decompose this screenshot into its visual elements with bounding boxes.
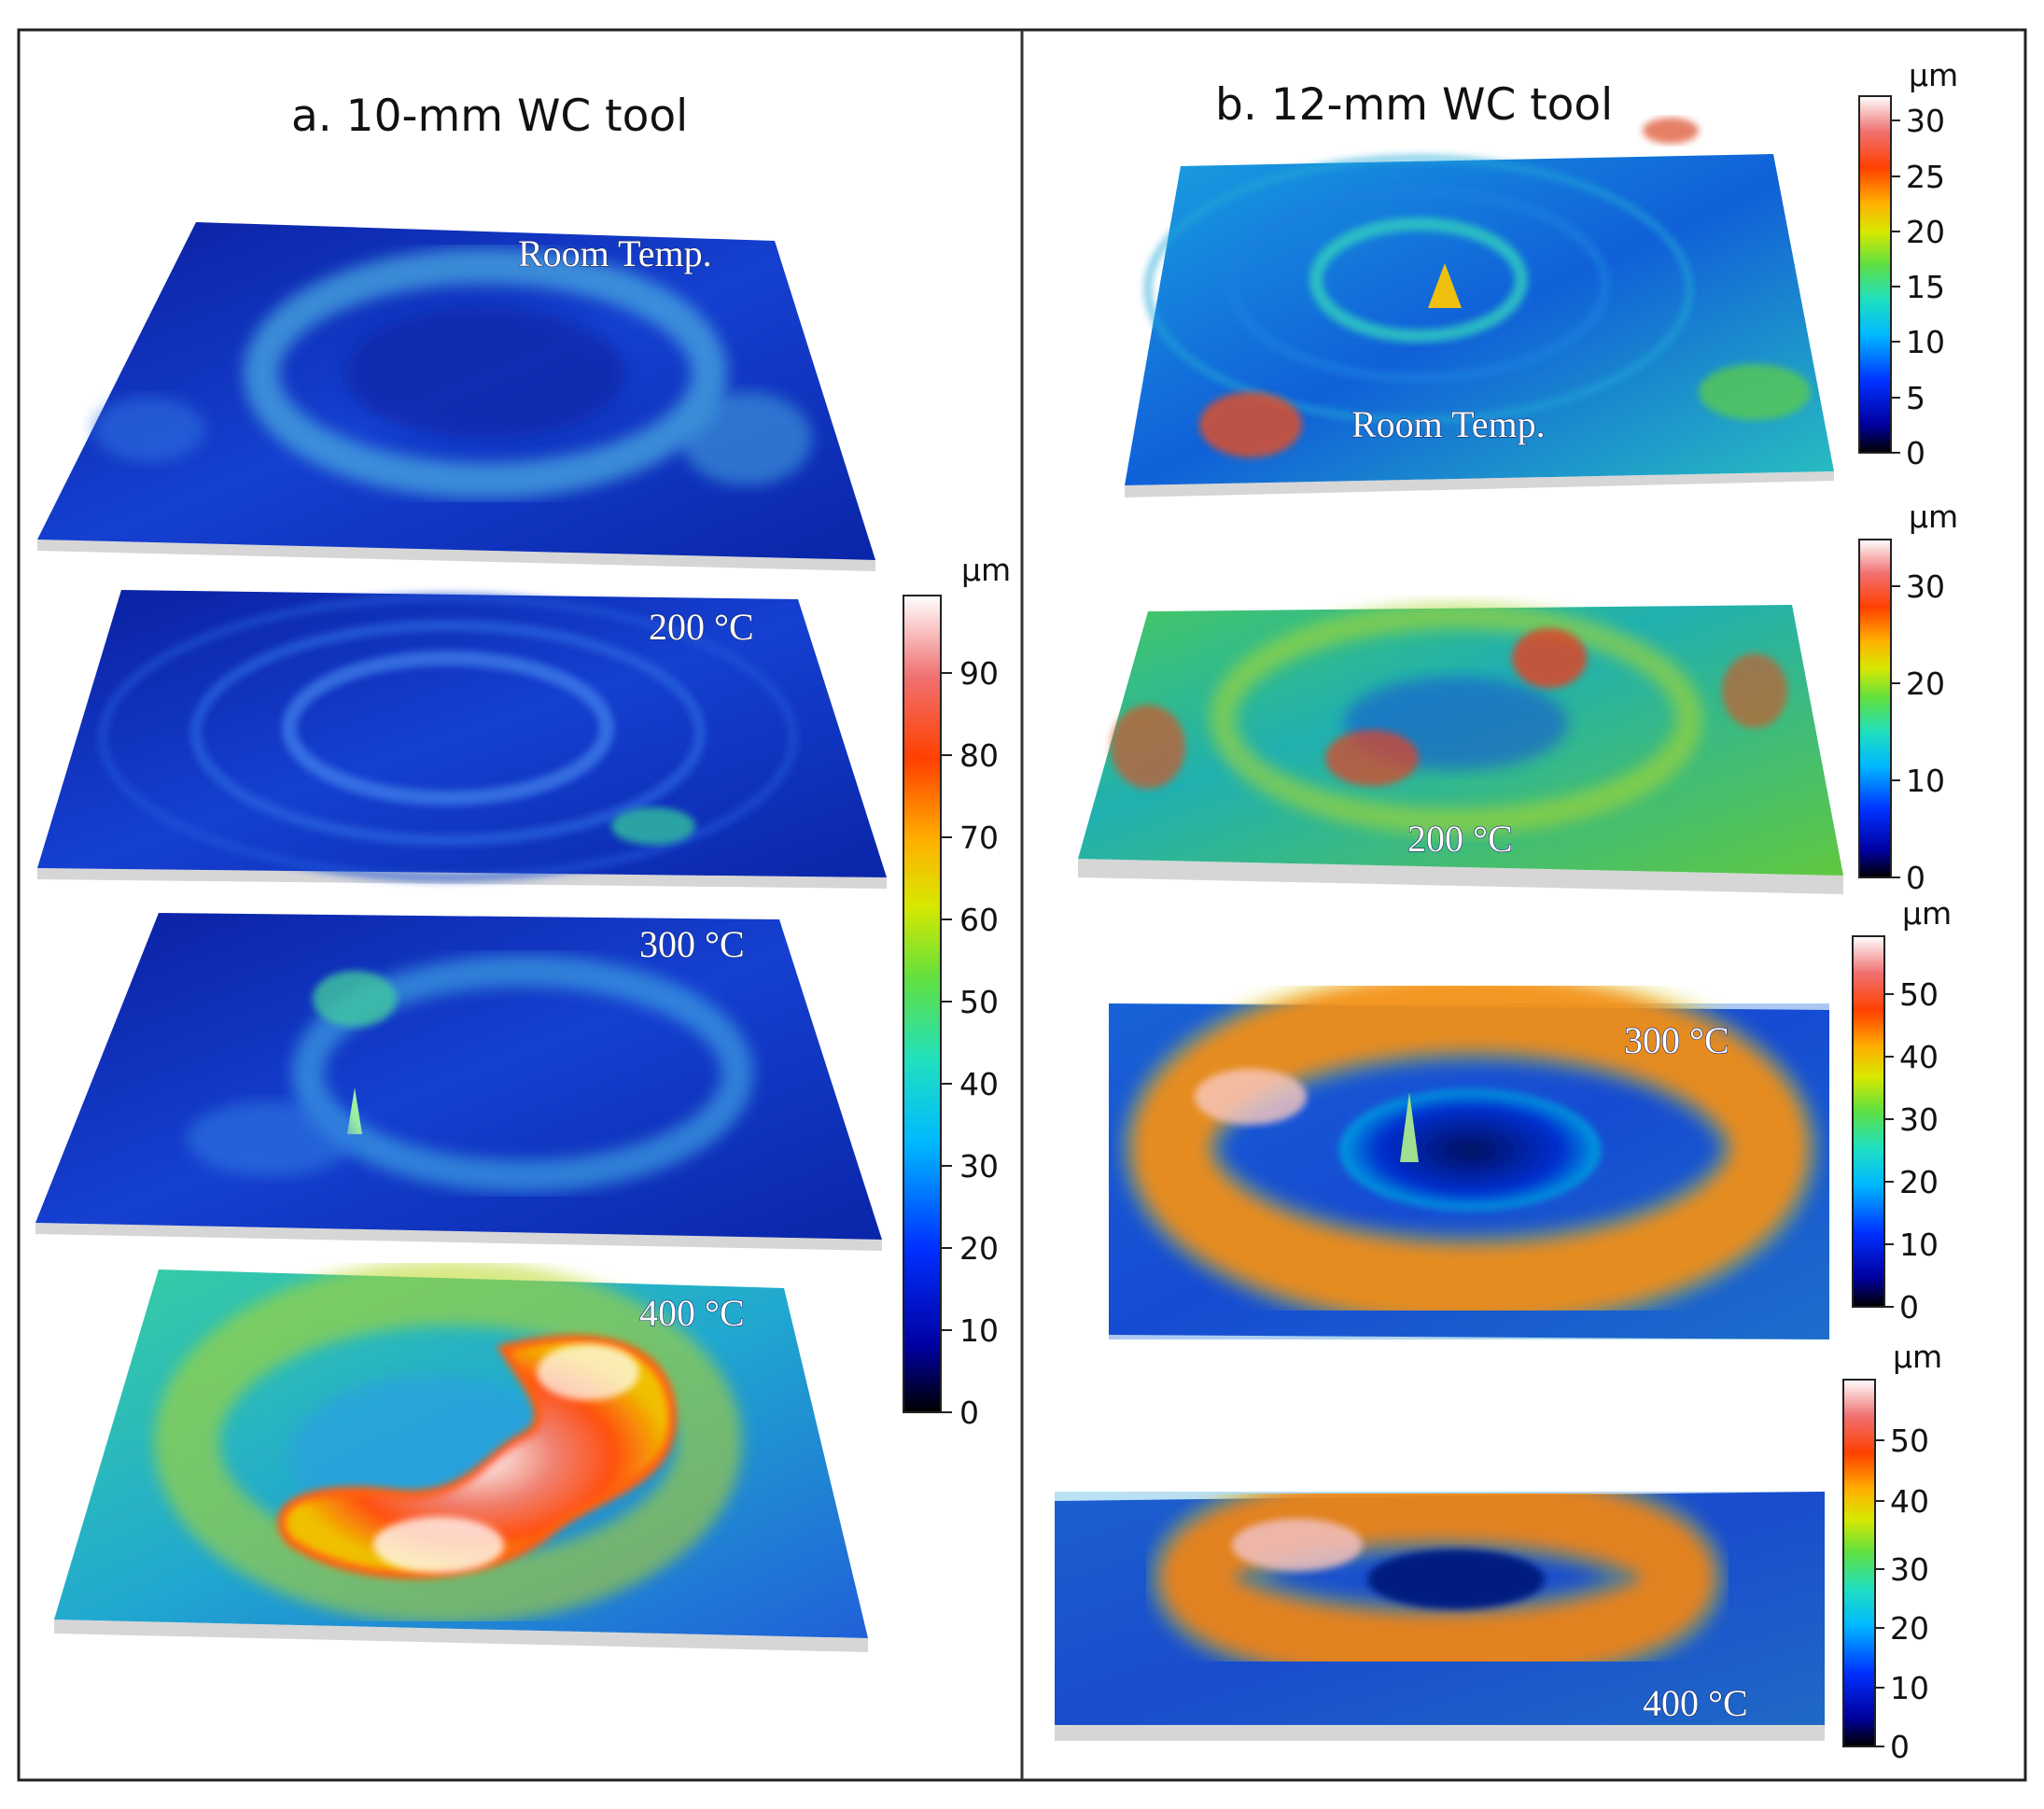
colorbar-b4-unit: µm [1893, 1339, 1942, 1375]
surface-b-300c: 300 °C [1109, 961, 1829, 1339]
surface-a-400c: 400 °C [54, 1260, 868, 1652]
colorbar-b3-tick: 30 [1899, 1101, 1939, 1138]
colorbar-b4-tick: 20 [1890, 1610, 1929, 1647]
colorbar-b2: µm 0 10 20 30 [1858, 498, 1958, 896]
colorbar-b1-tick: 15 [1906, 269, 1945, 305]
surface-b-room-temp: Room Temp. [1125, 118, 1834, 498]
colorbar-b1-tick: 0 [1906, 435, 1925, 471]
colorbar-b3-tick: 0 [1899, 1289, 1919, 1325]
colorbar-b2-unit: µm [1909, 498, 1958, 535]
colorbar-b1-unit: µm [1909, 57, 1958, 93]
colorbar-a-tick: 70 [959, 820, 999, 856]
colorbar-b3-tick: 50 [1899, 976, 1939, 1013]
colorbar-b3-tick: 10 [1899, 1227, 1939, 1263]
label-b-300c: 300 °C [1624, 1019, 1729, 1061]
colorbar-a-tick: 90 [959, 655, 999, 692]
surface-b-200c: 200 °C [1078, 603, 1843, 894]
colorbar-a-ticks [941, 672, 952, 1413]
colorbar-b3-unit: µm [1902, 895, 1952, 932]
colorbar-b1-tick: 5 [1906, 380, 1925, 416]
colorbar-a-tick: 20 [959, 1230, 999, 1267]
colorbar-a-tick: 80 [959, 737, 999, 774]
surface-a-200c: 200 °C [37, 590, 887, 889]
colorbar-b1: µm 0 5 10 15 20 25 30 [1858, 57, 1958, 471]
colorbar-b1-tick: 25 [1906, 159, 1945, 195]
colorbar-b1-tick: 10 [1906, 324, 1945, 360]
colorbar-b1-tick: 30 [1906, 103, 1945, 139]
label-b-200c: 200 °C [1407, 818, 1513, 860]
colorbar-b2-tick: 20 [1906, 666, 1945, 702]
colorbar-b2-tick: 10 [1906, 763, 1945, 799]
surface-a-room-temp: Room Temp. [37, 222, 875, 571]
colorbar-b3-tick: 40 [1899, 1039, 1939, 1075]
colorbar-b4-tick: 40 [1890, 1483, 1929, 1520]
surface-a-300c: 300 °C [35, 913, 882, 1251]
colorbar-b3-tick: 20 [1899, 1164, 1939, 1200]
colorbar-b1-tick: 20 [1906, 214, 1945, 250]
colorbar-a-tick: 40 [959, 1066, 999, 1102]
colorbar-b4-tick: 0 [1890, 1729, 1910, 1765]
label-a-200c: 200 °C [649, 606, 754, 648]
colorbar-b4: µm 0 10 20 30 40 50 [1842, 1339, 1942, 1765]
colorbar-a-tick: 0 [959, 1395, 979, 1431]
colorbar-a-tick: 10 [959, 1312, 999, 1349]
colorbar-a-tick: 30 [959, 1148, 999, 1185]
label-b-400c: 400 °C [1643, 1682, 1748, 1724]
colorbar-b2-tick: 0 [1906, 860, 1925, 896]
label-a-room-temp: Room Temp. [518, 232, 712, 274]
colorbar-b4-tick: 30 [1890, 1551, 1929, 1588]
panel-a-title: a. 10-mm WC tool [291, 91, 688, 142]
label-a-400c: 400 °C [639, 1292, 745, 1334]
colorbar-b3: µm 0 10 20 30 40 50 [1852, 895, 1952, 1325]
label-a-300c: 300 °C [639, 923, 745, 965]
colorbar-a: µm 0 10 20 30 40 50 60 70 80 90 [903, 552, 1011, 1431]
label-b-room-temp: Room Temp. [1351, 403, 1546, 445]
surface-b-400c: 400 °C [1055, 1461, 1825, 1741]
colorbar-a-unit: µm [961, 552, 1011, 588]
colorbar-a-tick: 50 [959, 984, 999, 1020]
colorbar-a-tick: 60 [959, 902, 999, 938]
colorbar-b4-tick: 10 [1890, 1670, 1929, 1706]
panel-b-title: b. 12-mm WC tool [1215, 79, 1613, 131]
colorbar-b4-tick: 50 [1890, 1423, 1929, 1459]
colorbar-b2-tick: 30 [1906, 568, 1945, 605]
